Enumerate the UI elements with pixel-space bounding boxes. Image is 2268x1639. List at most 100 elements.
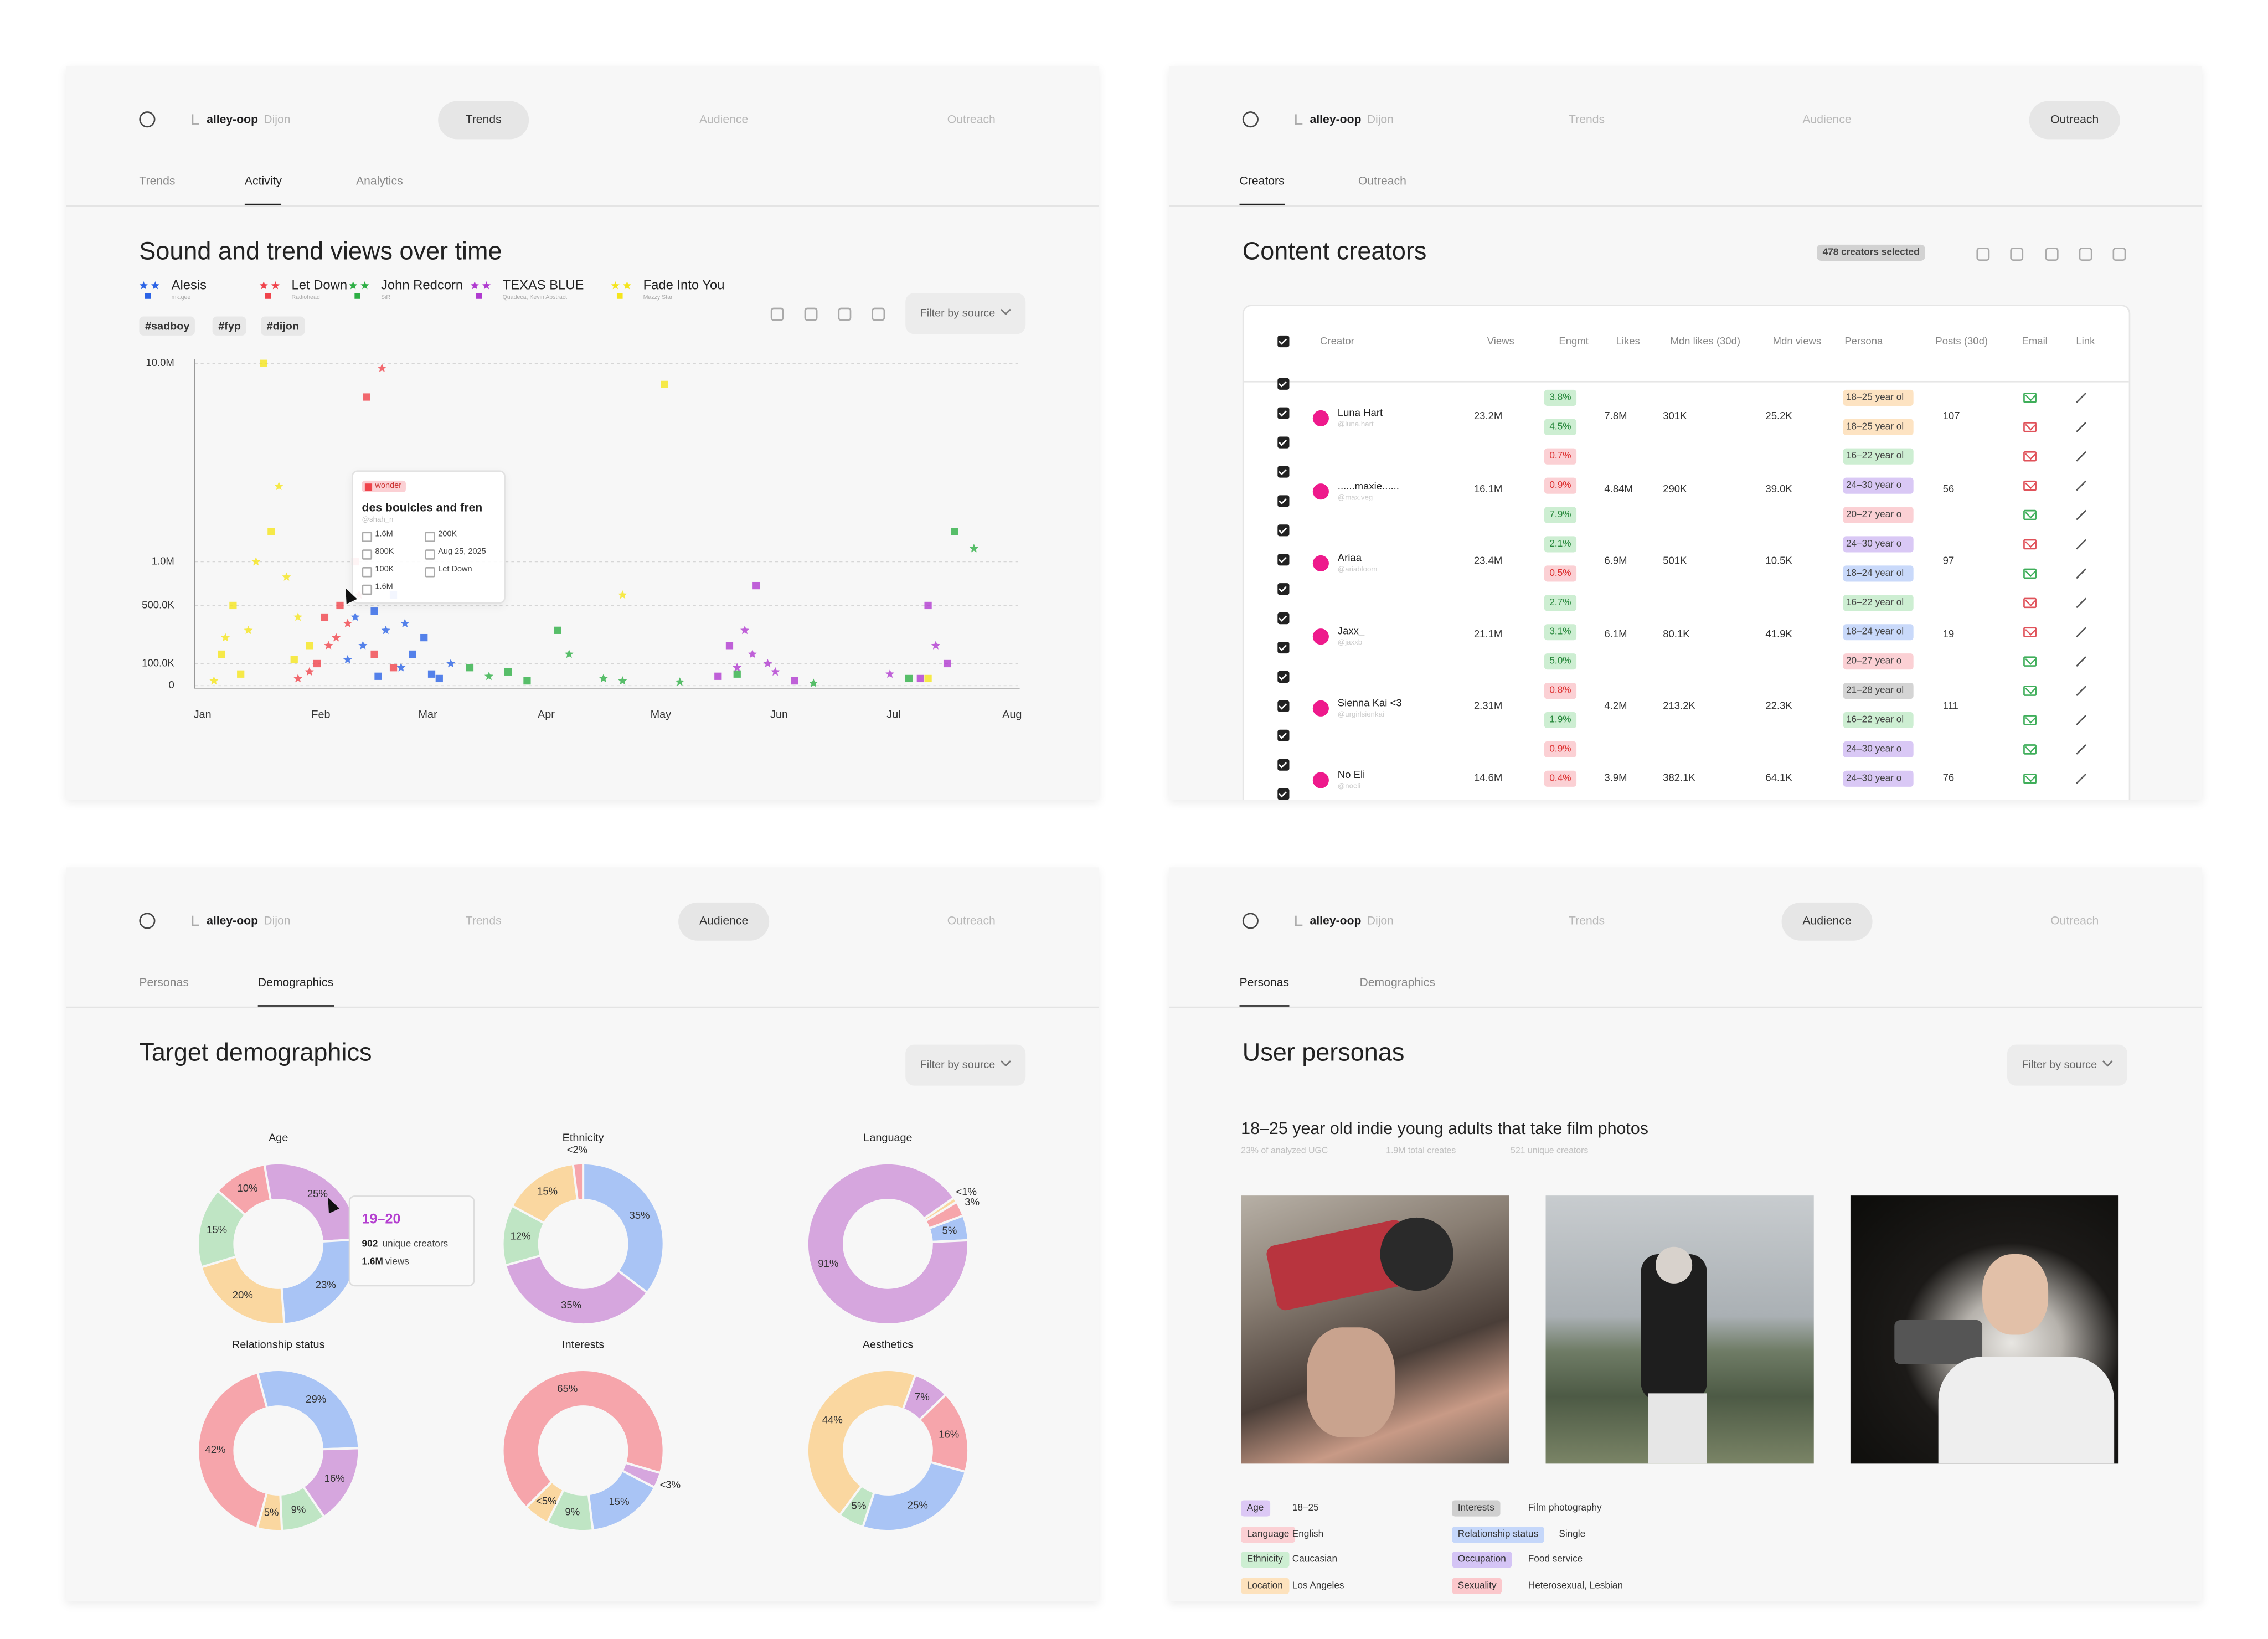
column-header[interactable]: Mdn likes (30d) (1670, 337, 1741, 348)
row-checkbox[interactable] (1277, 378, 1290, 390)
nav-item[interactable]: Trends (1569, 112, 1605, 126)
chevron (1001, 305, 1012, 315)
email-icon[interactable] (2023, 682, 2037, 696)
filter-button[interactable]: Filter by source (905, 293, 1026, 334)
column-header[interactable]: Persona (1844, 337, 1883, 348)
row-checkbox[interactable] (1277, 671, 1290, 683)
link-arrow[interactable] (2076, 686, 2086, 696)
tab[interactable]: Demographics (257, 976, 334, 1007)
nav-item[interactable]: Audience (1802, 112, 1852, 126)
email-icon[interactable] (2023, 594, 2037, 609)
row-checkbox[interactable] (1277, 729, 1290, 741)
email-icon[interactable] (2023, 712, 2037, 725)
link-arrow[interactable] (2076, 451, 2086, 462)
hashtag[interactable]: #dijon (260, 316, 305, 336)
email-icon[interactable] (2023, 477, 2037, 491)
email-icon[interactable] (2023, 506, 2037, 520)
filter-button[interactable]: Filter by source (2007, 1044, 2127, 1086)
column-header[interactable]: Mdn views (1772, 337, 1822, 348)
email-icon[interactable] (2023, 741, 2037, 755)
link-arrow[interactable] (2076, 656, 2086, 667)
header-checkbox[interactable] (1277, 335, 1290, 348)
nav-item[interactable]: Audience (699, 112, 749, 126)
link-arrow[interactable] (2076, 597, 2086, 609)
link-arrow[interactable] (2076, 773, 2086, 784)
engagement-chip: 3.1% (1544, 624, 1577, 641)
tool-icon[interactable] (1976, 248, 1990, 261)
row-checkbox[interactable] (1277, 495, 1290, 507)
nav-item[interactable]: Trends (438, 101, 529, 140)
row-checkbox[interactable] (1277, 700, 1290, 712)
logo[interactable] (1242, 111, 1259, 128)
slice-label: 42% (205, 1444, 225, 1455)
tab[interactable]: Creators (1239, 174, 1285, 205)
row-checkbox[interactable] (1277, 466, 1290, 478)
music-icon (1295, 114, 1303, 125)
tool-icon[interactable] (804, 307, 818, 321)
row-checkbox[interactable] (1277, 641, 1290, 654)
tool-icon[interactable] (2112, 248, 2126, 261)
link-arrow[interactable] (2076, 627, 2086, 638)
link-arrow[interactable] (2076, 568, 2086, 579)
column-header[interactable]: Link (2076, 337, 2095, 348)
nav-item[interactable]: Trends (465, 914, 502, 927)
link-arrow[interactable] (2076, 421, 2086, 432)
nav-item[interactable]: Outreach (947, 914, 996, 927)
link-arrow[interactable] (2076, 393, 2086, 403)
email-icon[interactable] (2023, 389, 2037, 403)
row-checkbox[interactable] (1277, 612, 1290, 625)
tool-icon[interactable] (770, 307, 784, 321)
nav-item[interactable]: Outreach (2029, 101, 2120, 140)
row-checkbox[interactable] (1277, 554, 1290, 566)
column-header[interactable]: Creator (1320, 337, 1354, 348)
column-header[interactable]: Views (1487, 337, 1514, 348)
tab[interactable]: Personas (1239, 976, 1289, 1007)
tab[interactable]: Analytics (355, 174, 403, 188)
email-icon[interactable] (2023, 418, 2037, 432)
email-icon[interactable] (2023, 653, 2037, 667)
link-arrow[interactable] (2076, 715, 2086, 725)
link-arrow[interactable] (2076, 539, 2086, 550)
tooltip-label: 19–20 (362, 1212, 401, 1228)
slice-label: 44% (822, 1414, 843, 1425)
row-checkbox[interactable] (1277, 759, 1290, 771)
nav-item[interactable]: Trends (1569, 914, 1605, 927)
column-header[interactable]: Email (2022, 337, 2048, 348)
hashtag[interactable]: #sadboy (139, 316, 196, 336)
logo[interactable] (139, 111, 156, 128)
tool-icon[interactable] (2045, 248, 2059, 261)
tool-icon[interactable] (838, 307, 852, 321)
email-icon[interactable] (2023, 535, 2037, 550)
row-checkbox[interactable] (1277, 407, 1290, 419)
row-checkbox[interactable] (1277, 788, 1290, 800)
tab[interactable]: Outreach (1358, 174, 1406, 188)
tab[interactable]: Activity (244, 174, 282, 205)
nav-item[interactable]: Outreach (947, 112, 996, 126)
logo[interactable] (1242, 913, 1259, 929)
email-icon[interactable] (2023, 565, 2037, 579)
nav-item[interactable]: Audience (1781, 902, 1873, 941)
hashtag[interactable]: #fyp (212, 316, 247, 336)
link-arrow[interactable] (2076, 509, 2086, 520)
filter-button[interactable]: Filter by source (905, 1044, 1026, 1086)
logo[interactable] (139, 913, 156, 929)
email-icon[interactable] (2023, 447, 2037, 462)
tool-icon[interactable] (2079, 248, 2092, 261)
nav-item[interactable]: Outreach (2050, 914, 2099, 927)
column-header[interactable]: Posts (30d) (1935, 337, 1988, 348)
tool-icon[interactable] (872, 307, 885, 321)
tab[interactable]: Personas (139, 976, 189, 989)
email-icon[interactable] (2023, 623, 2037, 638)
column-header[interactable]: Engmt (1559, 337, 1589, 348)
tab[interactable]: Demographics (1359, 976, 1435, 989)
column-header[interactable]: Likes (1616, 337, 1640, 348)
email-icon[interactable] (2023, 770, 2037, 784)
link-arrow[interactable] (2076, 744, 2086, 755)
nav-item[interactable]: Audience (678, 902, 770, 941)
tool-icon[interactable] (2010, 248, 2024, 261)
tab[interactable]: Trends (139, 174, 176, 188)
row-checkbox[interactable] (1277, 524, 1290, 537)
link-arrow[interactable] (2076, 480, 2086, 491)
row-checkbox[interactable] (1277, 436, 1290, 449)
row-checkbox[interactable] (1277, 583, 1290, 595)
